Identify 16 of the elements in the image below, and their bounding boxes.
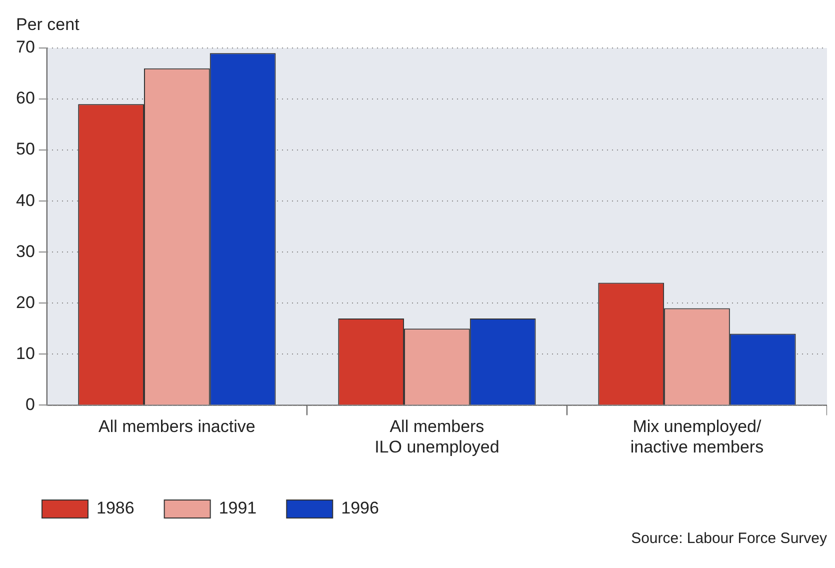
y-tick-label: 50 (16, 140, 35, 159)
y-tick-label: 10 (16, 344, 35, 363)
x-tick-label: All members inactive (98, 417, 256, 436)
y-tick-label: 0 (25, 394, 35, 414)
x-tick-label: Mix unemployed/ inactive members (630, 417, 764, 456)
y-tick-label: 60 (16, 88, 35, 108)
y-tick-label: 30 (16, 242, 35, 261)
legend-label: 1996 (341, 498, 379, 518)
y-tick-label: 70 (16, 38, 35, 57)
y-tick-label: 20 (16, 292, 35, 312)
x-tick-label: All members ILO unemployed (374, 417, 500, 456)
y-tick-label: 40 (16, 190, 35, 210)
y-axis-title: Per cent (16, 15, 80, 34)
source-note: Source: Labour Force Survey (630, 530, 827, 547)
legend-label: 1986 (96, 498, 134, 518)
legend-label: 1991 (218, 498, 257, 518)
